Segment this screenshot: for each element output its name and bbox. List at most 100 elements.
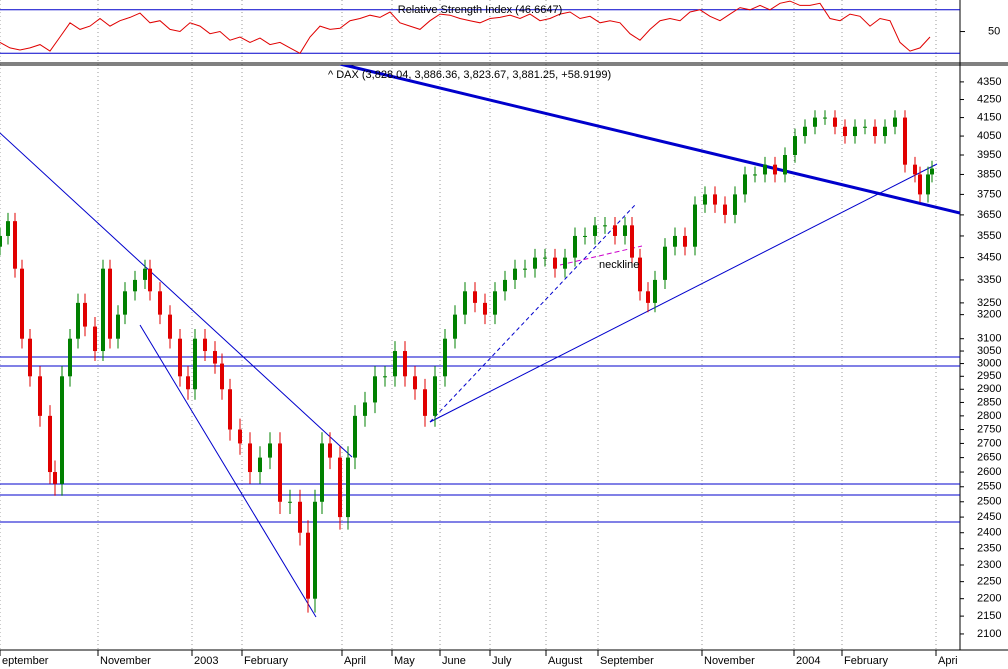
candle-body (383, 376, 387, 378)
y-tick-label: 2750 (977, 423, 1001, 435)
candle-body (793, 136, 797, 156)
candle-body (813, 117, 817, 127)
candle-body (753, 174, 757, 176)
candle-body (743, 174, 747, 195)
x-tick-label: February (244, 655, 289, 667)
candle-body (553, 257, 557, 269)
y-tick-label: 3050 (977, 345, 1001, 357)
y-tick-label: 3350 (977, 274, 1001, 286)
candle-body (533, 257, 537, 269)
y-tick-label: 2350 (977, 543, 1001, 555)
candle-body (346, 457, 350, 518)
candle-body (583, 235, 587, 237)
candle-body (473, 291, 477, 303)
y-tick-label: 2650 (977, 452, 1001, 464)
candle-body (630, 225, 634, 258)
candle-body (258, 457, 262, 473)
candle-body (913, 164, 917, 175)
candle-body (646, 291, 650, 303)
candle-body (158, 291, 162, 315)
candle-body (803, 126, 807, 137)
x-tick-label: April (344, 655, 366, 667)
candle-body (53, 472, 57, 484)
candle-body (893, 117, 897, 127)
candle-body (6, 221, 10, 236)
y-tick-label: 4150 (977, 111, 1001, 123)
candle-body (20, 268, 24, 339)
candle-body (363, 402, 367, 416)
candle-body (203, 338, 207, 352)
rsi-line (0, 0, 931, 54)
candle-body (873, 126, 877, 137)
candle-body (723, 204, 727, 215)
candle-body (563, 257, 567, 269)
candle-body (926, 174, 930, 195)
x-tick-label: eptember (2, 655, 49, 667)
trend-line (0, 132, 353, 458)
y-tick-label: 3550 (977, 230, 1001, 242)
candle-body (353, 415, 357, 458)
candle-body (143, 268, 147, 280)
candle-body (513, 268, 517, 280)
y-tick-label: 2850 (977, 396, 1001, 408)
candle-body (463, 291, 467, 315)
y-tick-label: 2950 (977, 370, 1001, 382)
y-tick-label: 3750 (977, 188, 1001, 200)
trend-line (139, 324, 317, 618)
candle-body (93, 326, 97, 352)
x-tick-label: June (442, 655, 466, 667)
candle-body (493, 291, 497, 315)
candle-body (443, 338, 447, 377)
trend-line (429, 163, 938, 423)
grid-layer (0, 0, 937, 650)
candle-body (603, 225, 607, 227)
candle-body (101, 268, 105, 352)
candle-body (0, 235, 2, 247)
candle-body (573, 235, 577, 258)
trend-line (429, 204, 636, 423)
candle-body (338, 457, 342, 518)
candle-body (413, 376, 417, 390)
candle-body (613, 225, 617, 236)
candle-body (638, 257, 642, 292)
x-tick-label: 2004 (796, 655, 820, 667)
y-tick-label: 2400 (977, 527, 1001, 539)
candle-body (248, 443, 252, 473)
candle-body (883, 126, 887, 137)
candle-body (28, 338, 32, 377)
candle-body (703, 194, 707, 205)
candle-body (108, 268, 112, 339)
candle-body (663, 246, 667, 280)
y-tick-label: 4250 (977, 93, 1001, 105)
candle-body (823, 117, 827, 119)
candle-body (68, 338, 72, 377)
candle-body (193, 338, 197, 390)
candle-body (433, 376, 437, 416)
trend-line (339, 65, 960, 215)
y-tick-label: 3650 (977, 209, 1001, 221)
candle-body (683, 235, 687, 247)
candle-body (393, 351, 397, 377)
candle-body (13, 221, 17, 269)
y-tick-label: 2100 (977, 628, 1001, 640)
candle-body (543, 257, 547, 259)
candle-body (713, 194, 717, 205)
candle-body (653, 279, 657, 303)
y-tick-label: 2550 (977, 481, 1001, 493)
candle-body (148, 268, 152, 292)
candle-body (278, 443, 282, 502)
candle-body (133, 279, 137, 292)
annotation: neckline (599, 259, 639, 271)
y-tick-label: 2450 (977, 511, 1001, 523)
candle-body (320, 443, 324, 502)
candle-body (306, 532, 310, 599)
candle-body (853, 126, 857, 137)
candle-body (178, 338, 182, 377)
candle-body (76, 302, 80, 339)
y-tick-label: 4350 (977, 76, 1001, 88)
candle-body (593, 225, 597, 236)
y-tick-label: 2900 (977, 383, 1001, 395)
y-tick-label: 3850 (977, 168, 1001, 180)
x-tick-label: May (394, 655, 415, 667)
